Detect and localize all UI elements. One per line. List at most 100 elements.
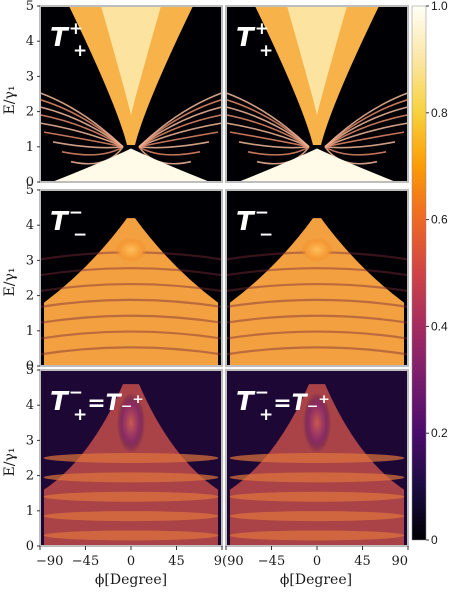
panel-heatmap	[226, 370, 408, 546]
x-tick-label: −90	[36, 554, 63, 569]
colorbar-tick-label: 1.0	[431, 0, 448, 13]
horizontal-band	[229, 491, 405, 502]
y-tick-label: 3	[26, 69, 34, 84]
band-right	[138, 122, 222, 148]
fan-dark-band	[226, 282, 408, 293]
band-left	[247, 146, 310, 156]
x-tick-label: −45	[258, 554, 285, 569]
fan-region	[44, 218, 218, 366]
y-tick-label: 2	[26, 469, 34, 484]
y-tick-label: 3	[26, 253, 34, 268]
y-tick-label: 4	[26, 34, 34, 49]
horizontal-band	[43, 472, 219, 483]
colorbar-tick-label: 0.4	[431, 319, 448, 333]
band-right	[324, 92, 408, 148]
horizontal-band	[43, 530, 219, 541]
y-tick-label: 2	[26, 105, 34, 120]
fan-dark-band	[40, 282, 222, 293]
band-right	[324, 146, 387, 156]
panel-heatmap	[40, 6, 222, 182]
y-tick-label: 0	[26, 359, 34, 374]
panel-label: T− −	[236, 203, 273, 245]
band-right	[138, 146, 201, 156]
horizontal-band	[229, 453, 405, 463]
y-tick-label: 0	[26, 175, 34, 190]
y-tick-label: 1	[26, 504, 34, 519]
band-left	[43, 131, 124, 148]
x-tick-label: 0	[313, 554, 321, 569]
y-tick-label: 5	[26, 0, 34, 14]
band-right	[138, 106, 222, 148]
y-tick-label: 3	[26, 433, 34, 448]
band-left	[226, 114, 310, 148]
panel-label: T− +=T₋⁺	[236, 383, 330, 425]
horizontal-band	[43, 511, 219, 522]
bottom-white-region	[238, 148, 396, 182]
horizontal-band	[229, 511, 405, 522]
horizontal-band	[229, 472, 405, 483]
panel-frame	[39, 189, 223, 367]
panel-r3-c2: T− +=T₋⁺	[225, 369, 409, 547]
panel-frame	[225, 189, 409, 367]
band-right	[138, 141, 210, 149]
colorbar-gradient	[411, 5, 427, 541]
panel-r2-c1: T− −	[39, 189, 223, 367]
fan-region	[230, 218, 404, 366]
band-left	[226, 98, 310, 148]
band-left	[238, 141, 310, 149]
fan-peak	[301, 237, 333, 262]
band-right	[138, 131, 219, 148]
y-tick-label: 5	[26, 183, 34, 198]
colorbar-tick-label: 0.2	[431, 426, 448, 440]
fan-dark-band	[226, 346, 408, 356]
central-peak	[303, 392, 331, 453]
upper-cone-core	[101, 6, 161, 116]
horizontal-band	[43, 453, 219, 463]
x-tick-label: 45	[354, 554, 371, 569]
band-left	[229, 131, 310, 148]
y-tick-label: 5	[26, 363, 34, 378]
x-tick-label: 90	[391, 554, 408, 569]
y-tick-label: 4	[26, 398, 34, 413]
band-right	[324, 131, 405, 148]
y-axis-label-row2: E/γ₁	[2, 268, 18, 297]
x-tick-label: (90	[222, 554, 244, 569]
band-left	[40, 98, 124, 148]
panel-heatmap	[226, 190, 408, 366]
x-axis-label-left: ϕ[Degree]	[95, 572, 167, 588]
panels-group: T+ + T+ + T− − T− − T− +=T₋⁺ T− +=T₋⁺	[39, 5, 409, 547]
band-right	[324, 106, 408, 148]
central-region	[230, 384, 404, 546]
panel-label: T− −	[50, 203, 87, 245]
band-left	[40, 92, 124, 148]
fan-dark-band	[40, 330, 222, 340]
colorbar: 0 0.2 0.4 0.6 0.8 1.0	[411, 0, 448, 547]
panel-r2-c2: T− −	[225, 189, 409, 367]
fan-dark-band	[226, 267, 408, 277]
panel-label: T+ +	[50, 19, 87, 61]
x-axis-label-right: ϕ[Degree]	[280, 572, 352, 588]
band-left	[226, 122, 310, 148]
band-right	[324, 114, 408, 148]
fan-dark-band	[40, 298, 222, 308]
colorbar-tick-label: 0.8	[431, 106, 448, 120]
fan-dark-band	[226, 330, 408, 340]
panel-heatmap	[40, 370, 222, 546]
band-left	[40, 114, 124, 148]
panel-label: T+ +	[236, 19, 273, 61]
central-region	[44, 384, 218, 546]
panel-heatmap	[226, 6, 408, 182]
y-axis-label-row3: E/γ₁	[2, 448, 18, 477]
band-right	[138, 114, 222, 148]
colorbar-tick-label: 0.6	[431, 213, 448, 227]
panel-label: T− +=T₋⁺	[50, 383, 144, 425]
colorbar-tick-label: 0	[431, 533, 438, 547]
y-tick-label: 2	[26, 289, 34, 304]
panel-heatmap	[40, 190, 222, 366]
y-tick-label: 4	[26, 218, 34, 233]
band-right	[324, 141, 396, 149]
band-right	[324, 122, 408, 148]
band-right	[138, 92, 222, 148]
